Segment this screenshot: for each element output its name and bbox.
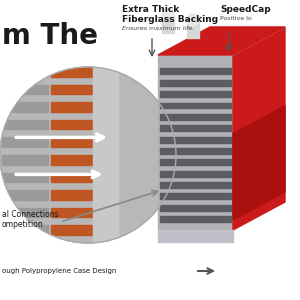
Polygon shape xyxy=(158,230,233,242)
Bar xyxy=(93,67,118,243)
Text: al Connections: al Connections xyxy=(2,210,58,219)
Bar xyxy=(160,148,231,154)
Bar xyxy=(160,159,231,165)
Bar xyxy=(2,172,47,182)
Text: Extra Thick: Extra Thick xyxy=(122,5,179,14)
Bar xyxy=(160,125,231,131)
Bar xyxy=(2,190,47,200)
Bar xyxy=(51,190,92,200)
Text: Positive lo: Positive lo xyxy=(220,16,252,21)
Bar xyxy=(2,67,47,77)
Bar xyxy=(160,205,231,211)
Bar xyxy=(160,114,231,120)
Text: ough Polypropylene Case Design: ough Polypropylene Case Design xyxy=(2,268,116,274)
Bar xyxy=(51,137,92,147)
Bar xyxy=(51,172,92,182)
Bar xyxy=(51,120,92,130)
Bar xyxy=(160,103,231,108)
Bar xyxy=(51,225,92,235)
Bar xyxy=(160,171,231,177)
Bar xyxy=(162,15,174,33)
Bar xyxy=(2,208,47,218)
Text: SpeedCap: SpeedCap xyxy=(220,5,271,14)
Polygon shape xyxy=(158,55,233,230)
Bar xyxy=(51,85,92,94)
Bar xyxy=(51,208,92,218)
Bar xyxy=(160,182,231,188)
Bar xyxy=(160,80,231,86)
Bar xyxy=(51,102,92,112)
Bar xyxy=(160,91,231,97)
Circle shape xyxy=(187,14,199,26)
Bar xyxy=(187,20,199,38)
Text: m The: m The xyxy=(2,22,98,50)
Polygon shape xyxy=(158,27,285,55)
Bar xyxy=(51,155,92,165)
Bar xyxy=(2,137,47,147)
Bar xyxy=(51,67,92,77)
Circle shape xyxy=(162,9,174,21)
Polygon shape xyxy=(233,106,285,220)
Bar xyxy=(160,68,231,74)
Text: Fiberglass Backing: Fiberglass Backing xyxy=(122,15,218,24)
Bar xyxy=(160,136,231,142)
Bar xyxy=(2,120,47,130)
Polygon shape xyxy=(233,27,285,230)
Polygon shape xyxy=(158,27,285,55)
Bar xyxy=(2,102,47,112)
Bar xyxy=(160,194,231,199)
Circle shape xyxy=(0,67,176,243)
Text: Ensures maximum life.: Ensures maximum life. xyxy=(122,26,194,31)
Bar xyxy=(160,216,231,222)
Bar xyxy=(2,225,47,235)
Bar xyxy=(2,155,47,165)
Text: ompetition: ompetition xyxy=(2,220,44,229)
Bar xyxy=(2,85,47,94)
